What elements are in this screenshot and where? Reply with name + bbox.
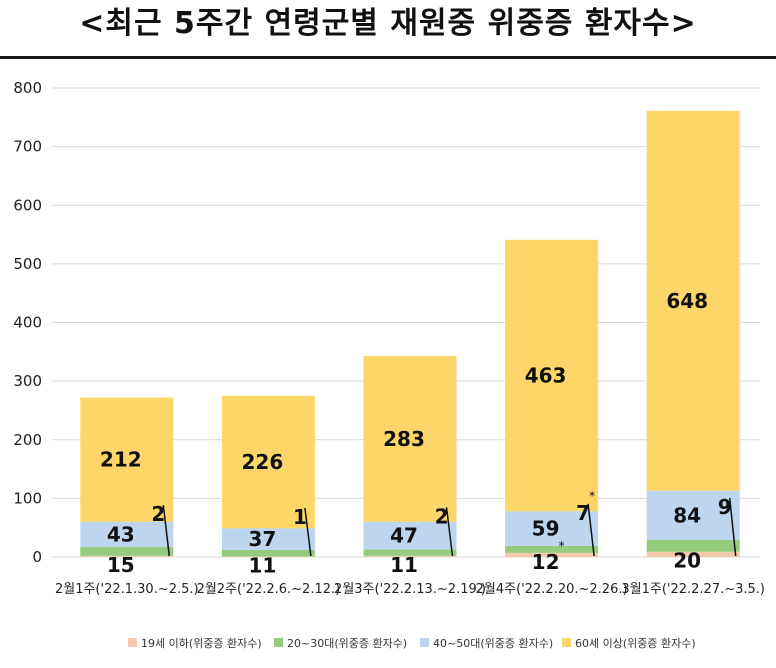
y-tick-label: 800 xyxy=(13,79,42,97)
bar-segment xyxy=(221,395,315,529)
data-label: 7 xyxy=(576,501,590,525)
y-tick-label: 400 xyxy=(13,314,42,332)
legend-label: 19세 이하(위중증 환자수) xyxy=(141,636,262,650)
bar-segment xyxy=(80,547,174,556)
bar-segment xyxy=(505,239,599,512)
annotation-asterisk: * xyxy=(589,489,595,503)
legend-swatch xyxy=(562,638,571,647)
bar-segment xyxy=(80,521,174,548)
bar-segment xyxy=(80,397,174,522)
bar-segment xyxy=(221,528,315,550)
data-label: 12 xyxy=(532,550,560,574)
x-category-label: 2월1주('22.1.30.~2.5.) xyxy=(55,582,199,597)
data-label: 226 xyxy=(242,450,284,474)
legend-label: 20~30대(위중증 환자수) xyxy=(287,637,407,650)
bar-segment xyxy=(646,110,740,491)
data-label: 37 xyxy=(248,527,276,551)
y-tick-label: 200 xyxy=(13,431,42,449)
title-divider xyxy=(0,56,776,59)
bar-segment xyxy=(221,549,315,557)
data-label: 84 xyxy=(673,503,701,527)
bar-segment xyxy=(646,490,740,540)
bar-segment xyxy=(80,555,174,557)
x-category-label: 2월4주('22.2.20.~2.26.) xyxy=(476,582,628,597)
bar-segment xyxy=(646,539,740,552)
data-label: 11 xyxy=(248,553,276,577)
legend-swatch xyxy=(128,638,137,647)
data-label: 283 xyxy=(383,427,425,451)
leader-line xyxy=(162,504,171,557)
y-tick-label: 0 xyxy=(32,548,42,566)
data-label: 212 xyxy=(100,448,142,472)
bar-segment xyxy=(505,511,599,546)
legend-swatch xyxy=(274,638,283,647)
y-tick-label: 700 xyxy=(13,138,42,156)
bar-segment xyxy=(363,555,457,557)
data-label: 2 xyxy=(151,502,165,526)
data-label: 20 xyxy=(673,549,701,573)
bar-segment xyxy=(505,545,599,553)
bar-segment xyxy=(221,556,315,557)
data-label: 648 xyxy=(666,289,708,313)
data-label: 43 xyxy=(107,522,135,546)
bar-segment xyxy=(505,552,599,557)
x-category-label: 2월3주('22.2.13.~2.19.) xyxy=(334,582,486,597)
legend-label: 60세 이상(위중증 환자수) xyxy=(575,637,696,650)
y-tick-label: 300 xyxy=(13,372,42,390)
y-tick-label: 500 xyxy=(13,255,42,273)
chart-title: <최근 5주간 연령군별 재원중 위중증 환자수> xyxy=(79,6,697,41)
data-label: 9 xyxy=(718,495,732,519)
leader-line xyxy=(728,497,737,557)
bar-segment xyxy=(363,521,457,550)
bar-segment xyxy=(363,549,457,556)
x-category-label: 2월2주('22.2.6.~2.12.) xyxy=(197,582,341,597)
data-label: 1 xyxy=(293,505,307,529)
leader-line xyxy=(304,507,312,557)
y-tick-label: 600 xyxy=(13,196,42,214)
data-label: 15 xyxy=(107,553,135,577)
leader-line xyxy=(587,503,595,557)
x-category-label: 3월1주('22.2.27.~3.5.) xyxy=(621,582,765,597)
leader-line xyxy=(445,507,454,557)
legend-label: 40~50대(위중증 환자수) xyxy=(433,637,553,650)
data-label: 47 xyxy=(390,524,418,548)
y-tick-label: 100 xyxy=(13,489,42,507)
legend-swatch xyxy=(420,638,429,647)
bar-segment xyxy=(363,355,457,522)
data-label: 2 xyxy=(435,504,449,528)
data-label: 11 xyxy=(390,553,418,577)
bar-segment xyxy=(646,551,740,557)
annotation-asterisk: * xyxy=(559,539,565,553)
data-label: 463 xyxy=(525,364,567,388)
data-label: 59 xyxy=(532,517,560,541)
